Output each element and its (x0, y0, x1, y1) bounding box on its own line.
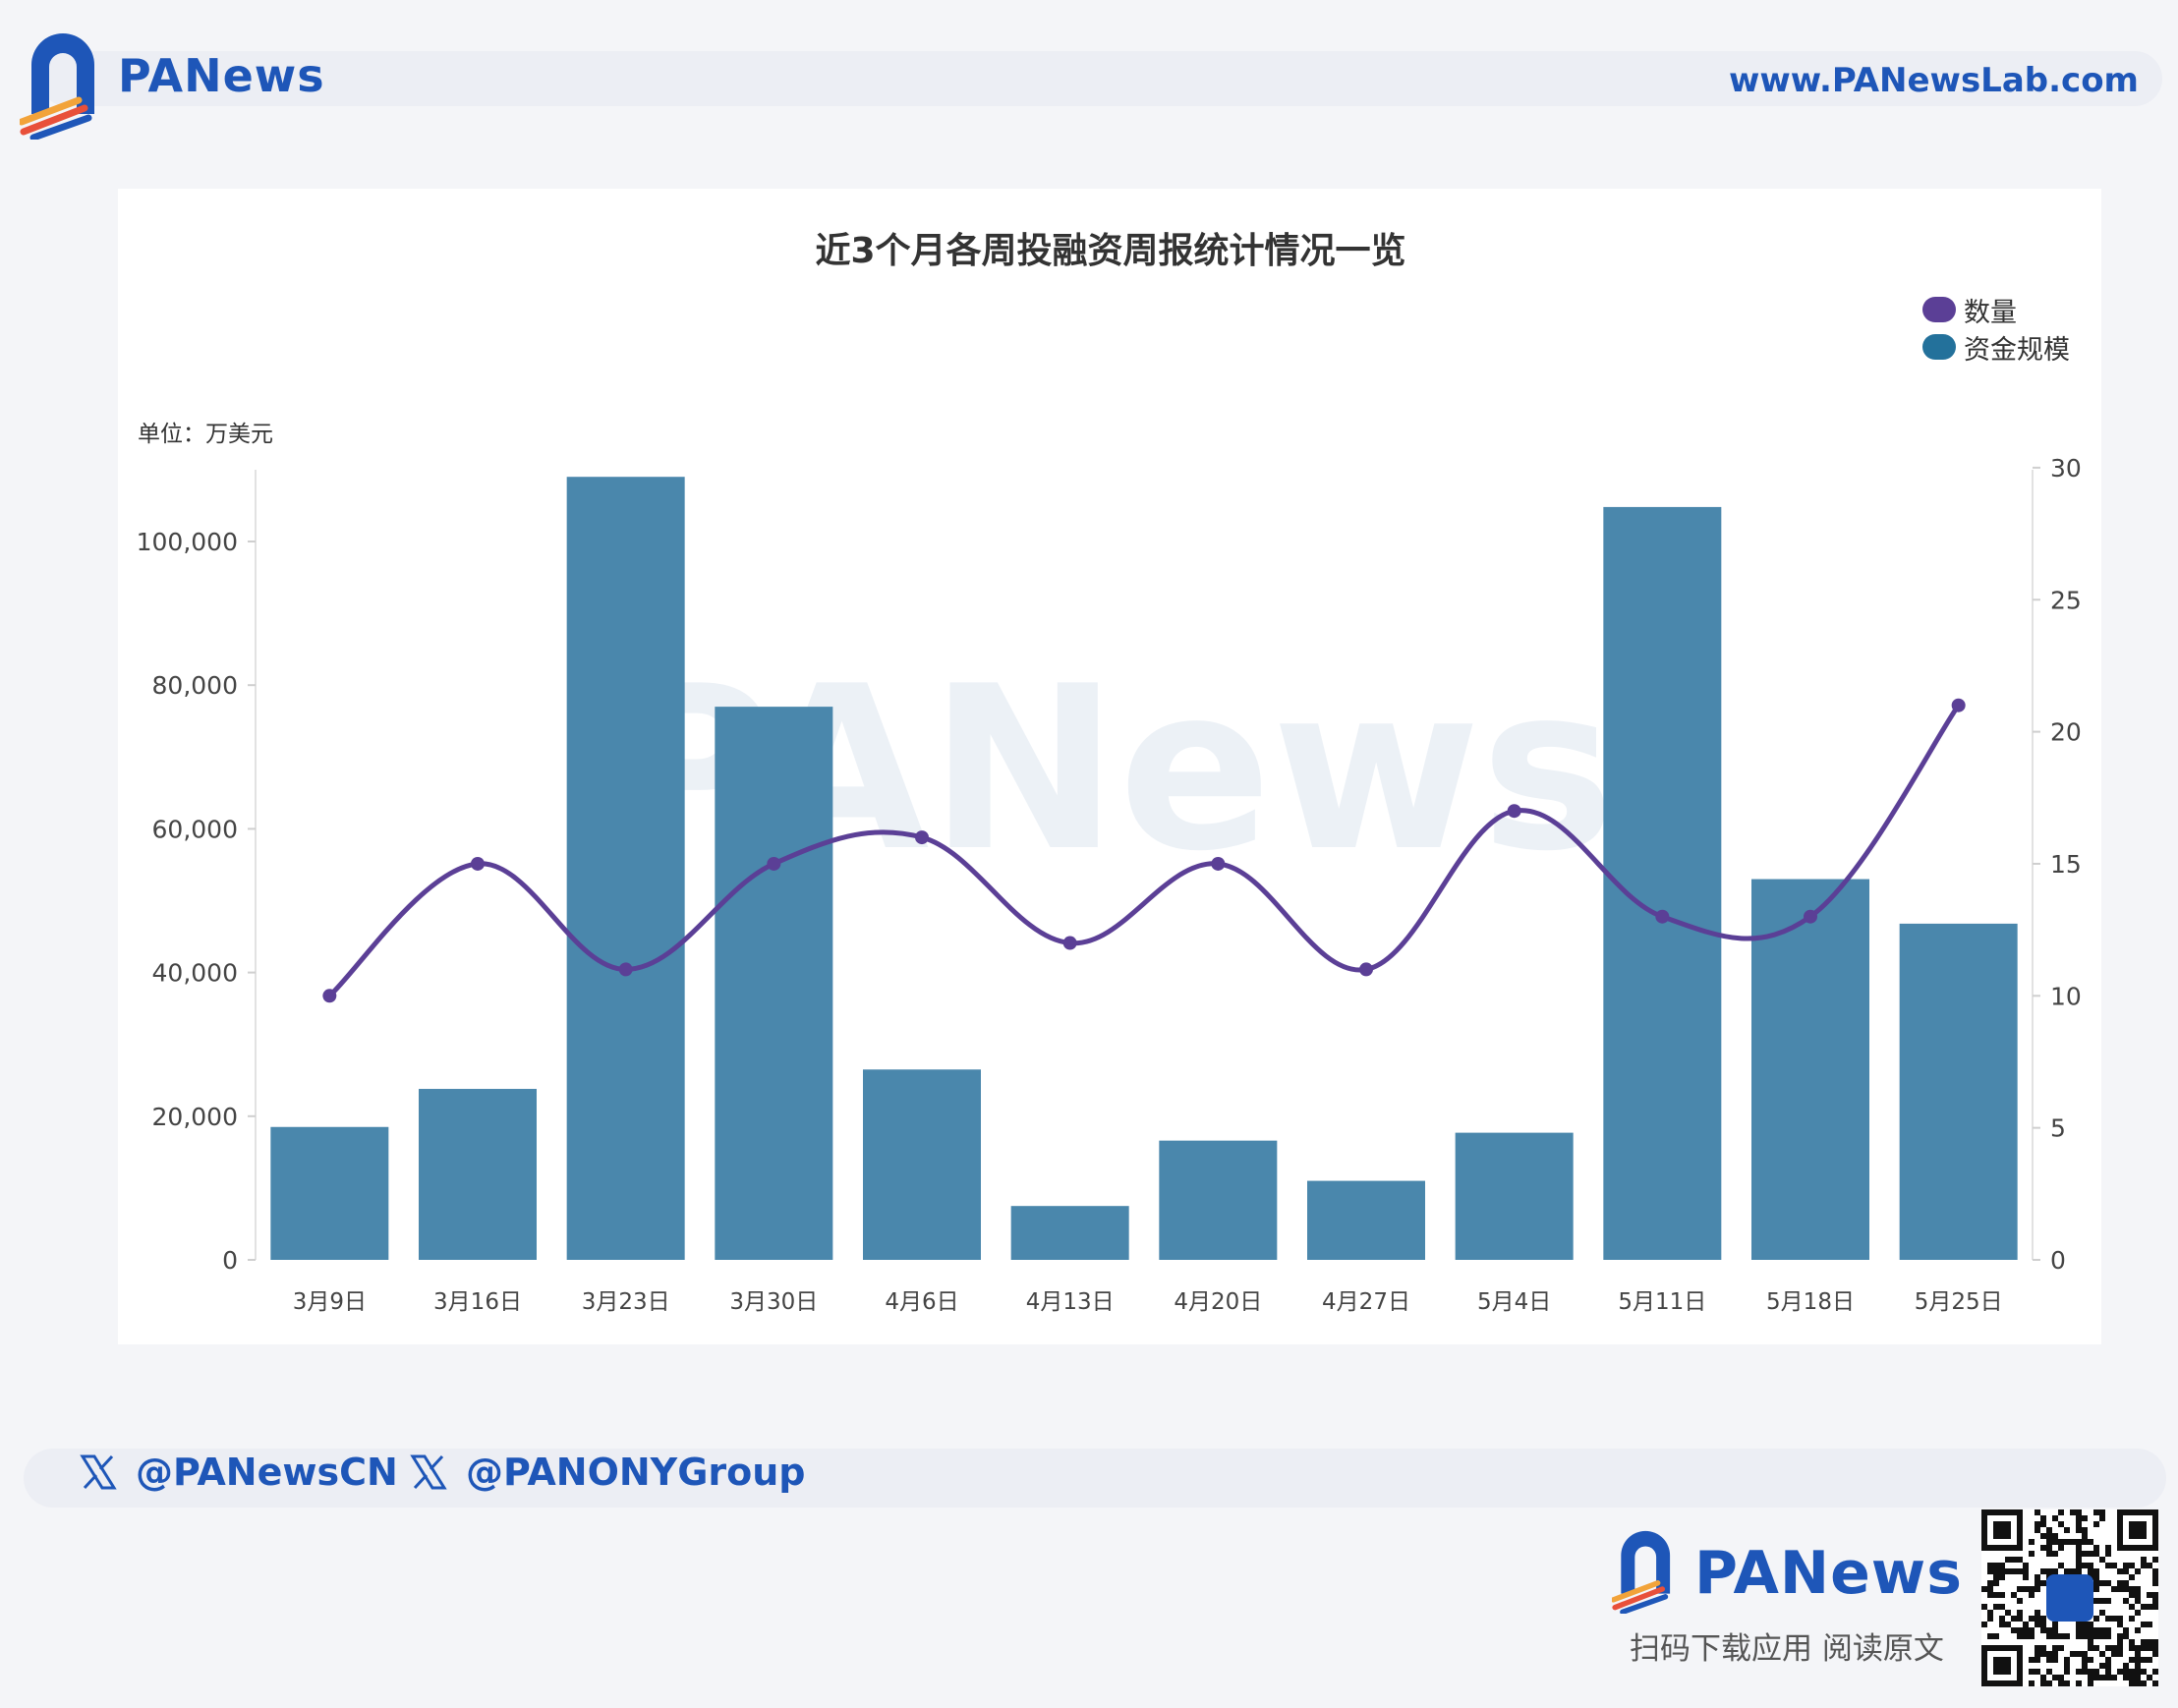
bar-1 (270, 1126, 389, 1260)
chart-title: 近3个月各周投融资周报统计情况一览 (815, 231, 1406, 271)
legend-item-amount[interactable]: 资金规模 (1922, 328, 2070, 366)
y-left-tick-label: 0 (222, 1246, 238, 1275)
bar-8 (1307, 1180, 1425, 1260)
social-handle-group-text: @PANONYGroup (466, 1451, 806, 1494)
y-right-tick-label: 10 (2050, 982, 2082, 1010)
y-left-tick-label: 60,000 (152, 815, 238, 843)
x-tick-label: 3月30日 (729, 1289, 818, 1315)
header-bar (39, 51, 2162, 106)
x-tick-label: 3月9日 (293, 1289, 367, 1315)
x-tick-label: 4月27日 (1322, 1289, 1410, 1315)
qr-code-icon[interactable] (1981, 1509, 2158, 1686)
count-point-8 (1359, 962, 1373, 977)
x-tick-label: 5月4日 (1477, 1289, 1551, 1315)
legend-label-amount: 资金规模 (1964, 334, 2070, 366)
count-point-1 (322, 989, 337, 1003)
y-left-tick-label: 40,000 (152, 959, 238, 988)
count-point-3 (618, 962, 633, 977)
y-left-tick-label: 20,000 (152, 1103, 238, 1131)
brand-name: PANews (118, 49, 325, 102)
x-logo-icon (410, 1454, 447, 1490)
unit-label: 单位：万美元 (138, 422, 273, 447)
count-point-12 (1951, 698, 1966, 712)
legend-swatch-count (1922, 297, 1956, 322)
y-right-tick-label: 5 (2050, 1114, 2066, 1143)
y-right-tick-label: 0 (2050, 1246, 2066, 1275)
y-right-tick-label: 20 (2050, 718, 2082, 747)
count-point-7 (1211, 856, 1226, 871)
count-point-2 (471, 856, 485, 871)
chart-legend: 数量 资金规模 (1922, 291, 2070, 366)
count-series-line (327, 704, 1961, 998)
x-tick-label: 5月11日 (1618, 1289, 1706, 1315)
count-point-11 (1804, 909, 1817, 924)
site-url-link[interactable]: www.PANewsLab.com (1728, 61, 2139, 100)
count-point-4 (767, 856, 781, 871)
bar-9 (1455, 1132, 1574, 1260)
legend-swatch-amount (1922, 334, 1956, 360)
bar-7 (1159, 1140, 1278, 1260)
y-left-tick-label: 80,000 (152, 671, 238, 700)
bar-6 (1010, 1206, 1129, 1260)
footer-social-bar (24, 1449, 2166, 1508)
bar-11 (1751, 879, 1869, 1260)
panews-logo-icon (1612, 1530, 1671, 1614)
panews-logo-icon (20, 33, 94, 140)
y-right-tick-label: 15 (2050, 850, 2082, 879)
bar-4 (715, 707, 833, 1260)
social-handle-group[interactable]: @PANONYGroup (409, 1451, 806, 1494)
bar-5 (863, 1069, 981, 1260)
y-left-tick-label: 100,000 (137, 528, 238, 556)
count-point-10 (1655, 909, 1670, 924)
count-point-9 (1507, 804, 1521, 819)
x-tick-label: 4月13日 (1026, 1289, 1115, 1315)
x-tick-label: 5月18日 (1766, 1289, 1855, 1315)
app-download-tagline: 扫码下载应用 阅读原文 (1630, 1631, 1944, 1667)
legend-label-count: 数量 (1964, 297, 2017, 328)
bar-3 (566, 477, 685, 1261)
combo-chart: PANews 020,00040,00060,00080,000100,0000… (137, 454, 2082, 1315)
x-tick-label: 3月16日 (433, 1289, 522, 1315)
social-handle-cn-text: @PANewsCN (136, 1451, 398, 1494)
legend-item-count[interactable]: 数量 (1922, 291, 2070, 328)
y-right-tick-label: 30 (2050, 454, 2082, 483)
x-tick-label: 4月6日 (885, 1289, 958, 1315)
bar-10 (1603, 506, 1722, 1260)
brand-name-footer: PANews (1694, 1539, 1963, 1608)
x-tick-label: 5月25日 (1915, 1289, 2003, 1315)
y-right-tick-label: 25 (2050, 586, 2082, 614)
x-tick-label: 3月23日 (582, 1289, 670, 1315)
social-handle-cn[interactable]: @PANewsCN (79, 1451, 398, 1494)
bar-2 (419, 1089, 537, 1260)
count-point-5 (915, 830, 929, 845)
x-logo-icon (80, 1454, 117, 1490)
x-tick-label: 4月20日 (1174, 1289, 1262, 1315)
bar-12 (1899, 923, 2018, 1260)
count-point-6 (1062, 936, 1077, 950)
